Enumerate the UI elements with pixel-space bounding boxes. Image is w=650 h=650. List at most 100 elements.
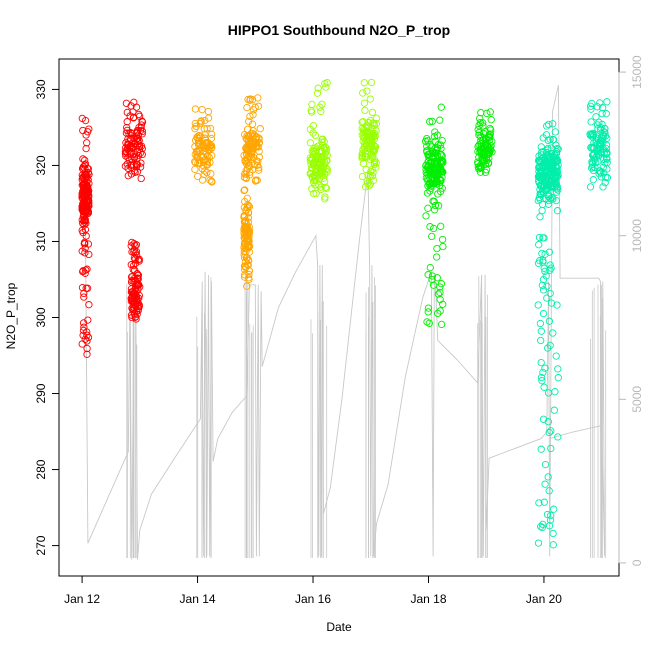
data-point	[543, 294, 551, 302]
data-point	[538, 200, 547, 209]
data-point	[539, 309, 548, 318]
data-point	[135, 112, 144, 120]
data-point	[321, 160, 329, 168]
data-point	[243, 103, 251, 112]
data-point	[478, 159, 487, 167]
data-point	[129, 261, 138, 270]
data-point	[138, 144, 146, 153]
data-point	[244, 261, 252, 269]
data-point	[79, 155, 87, 163]
data-point	[481, 140, 489, 148]
data-point	[479, 142, 487, 150]
data-point	[586, 183, 595, 191]
data-point	[81, 116, 90, 125]
data-point	[436, 307, 444, 315]
data-point	[310, 177, 319, 185]
data-point	[81, 225, 90, 234]
altitude-line	[82, 85, 606, 560]
data-point	[537, 143, 545, 151]
data-point	[423, 170, 431, 178]
data-point	[317, 107, 325, 116]
data-point	[597, 140, 605, 148]
data-point	[244, 256, 253, 264]
data-point	[554, 374, 562, 382]
data-point	[537, 522, 545, 531]
data-point	[543, 122, 551, 130]
x-axis: Jan 12 Jan 14 Jan 16 Jan 18 Jan 20	[64, 575, 562, 606]
data-point	[124, 172, 132, 180]
data-point	[595, 170, 603, 178]
data-point	[545, 522, 554, 530]
data-point	[601, 124, 609, 133]
data-point	[542, 272, 550, 280]
data-point	[544, 184, 552, 192]
data-point	[482, 134, 490, 143]
data-point	[537, 373, 546, 382]
data-point	[436, 288, 444, 297]
data-point	[535, 241, 543, 249]
data-point	[436, 116, 444, 124]
data-point	[313, 89, 322, 97]
data-point	[85, 301, 93, 309]
data-point	[372, 163, 380, 171]
data-point	[438, 184, 446, 192]
data-point	[254, 102, 263, 110]
data-point	[536, 185, 544, 194]
data-point	[240, 213, 248, 221]
data-point	[360, 79, 368, 87]
data-point	[240, 186, 248, 195]
data-point	[195, 134, 204, 142]
data-point	[541, 250, 549, 258]
data-point	[306, 139, 315, 147]
data-point	[85, 187, 93, 195]
data-point	[311, 131, 320, 139]
data-point	[474, 126, 482, 134]
data-point	[599, 183, 607, 191]
y-tick-label: 300	[34, 307, 48, 327]
y-tick-label: 290	[34, 383, 48, 403]
data-point	[431, 158, 439, 166]
data-point	[534, 539, 543, 547]
data-point	[600, 128, 608, 136]
data-point	[552, 188, 561, 196]
data-point	[313, 153, 322, 161]
data-point	[370, 159, 379, 167]
data-point	[193, 154, 201, 162]
data-point	[549, 329, 557, 337]
data-point	[312, 173, 320, 181]
data-point	[536, 319, 545, 328]
data-point	[437, 103, 445, 111]
data-point	[554, 145, 562, 153]
data-point	[127, 278, 136, 286]
data-point	[542, 131, 551, 139]
data-point	[600, 169, 608, 177]
data-point	[483, 109, 491, 118]
data-point	[429, 224, 438, 233]
data-point	[322, 184, 331, 192]
data-point	[198, 105, 206, 114]
data-point	[123, 148, 131, 157]
y2-tick-label: 10000	[630, 219, 644, 253]
data-point	[320, 145, 328, 153]
data-point	[433, 152, 442, 160]
data-point	[546, 516, 555, 524]
data-point	[78, 181, 86, 189]
data-point	[603, 158, 611, 167]
data-point	[589, 129, 597, 138]
data-point	[123, 123, 131, 132]
data-point	[80, 198, 88, 206]
data-point	[245, 275, 253, 284]
data-point	[130, 134, 138, 143]
data-point	[127, 163, 136, 171]
data-point	[136, 126, 145, 135]
data-point	[256, 125, 264, 133]
data-point	[422, 212, 430, 220]
data-point	[78, 176, 86, 184]
data-point	[245, 202, 253, 210]
data-point	[477, 109, 485, 117]
data-point	[123, 118, 131, 126]
data-point	[367, 78, 376, 87]
data-point	[479, 122, 487, 130]
data-point	[363, 179, 372, 187]
data-point	[439, 242, 447, 251]
